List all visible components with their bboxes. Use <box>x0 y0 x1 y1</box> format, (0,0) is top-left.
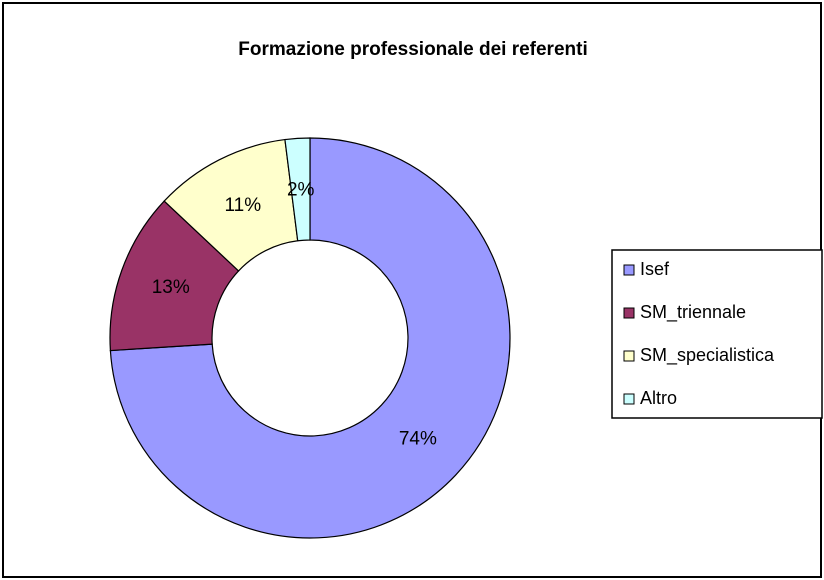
legend-label: SM_triennale <box>640 302 746 323</box>
data-label: 74% <box>399 428 437 449</box>
legend-swatch <box>623 393 635 405</box>
data-label: 13% <box>152 277 190 298</box>
legend-label: SM_specialistica <box>640 345 775 366</box>
legend-box <box>611 249 823 419</box>
chart-title: Formazione professionale dei referenti <box>238 39 587 60</box>
legend-label: Isef <box>640 259 670 279</box>
data-label: 2% <box>287 179 315 200</box>
legend-swatch <box>623 307 635 319</box>
legend-swatch <box>623 350 635 362</box>
legend-swatch <box>623 264 635 276</box>
data-label: 11% <box>224 195 261 216</box>
donut-segment <box>284 137 311 242</box>
legend-label: Altro <box>640 388 677 408</box>
donut-segment <box>109 137 511 539</box>
